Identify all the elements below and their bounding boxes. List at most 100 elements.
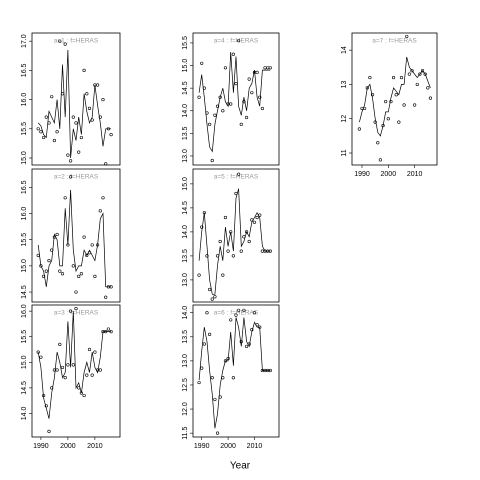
point [407,72,411,76]
point [82,235,86,239]
x-tick-label: 1990 [194,443,210,450]
fit-line [198,188,271,295]
point [373,120,377,124]
point [69,309,73,313]
point [215,431,220,435]
y-tick-label: 14.5 [21,285,28,299]
point [394,93,398,97]
y-tick-label: 14.5 [21,381,28,395]
point [268,66,272,70]
point [50,95,54,99]
y-tick-label: 13 [341,80,348,88]
point [197,273,201,277]
point [231,254,235,258]
point [58,269,62,273]
point [60,272,65,276]
point [205,311,209,315]
point [44,269,48,273]
panel [351,32,438,166]
x-tick-label: 2010 [247,443,263,450]
point [47,259,51,263]
fit-line [198,317,271,429]
point [47,429,51,433]
x-tick-label: 1990 [33,443,49,450]
point [242,100,246,104]
x-tick-label: 1990 [354,171,370,178]
point [210,158,214,163]
point [239,122,243,126]
point [87,106,92,110]
x-tick-label: 2000 [220,443,236,450]
y-tick-label: 14.5 [182,201,189,215]
point [200,61,204,65]
y-tick-label: 15.5 [21,233,28,247]
x-tick-label: 2000 [60,443,76,450]
point [98,115,102,119]
point [215,104,220,108]
panel [192,304,280,438]
point [85,373,89,377]
point [200,225,204,229]
panel-title: a=1 : f=HERAS [54,38,99,45]
point [93,350,97,354]
y-tick-label: 16.5 [21,180,28,194]
fit-line [198,51,271,153]
point [208,332,212,336]
y-tick-label: 15.5 [21,122,28,136]
point [202,342,206,346]
point [252,311,257,315]
y-tick-label: 15.5 [21,330,28,344]
point [234,82,238,86]
point [77,274,81,278]
y-tick-label: 13.0 [182,149,189,163]
point [71,115,75,119]
panel [192,168,280,303]
point [58,39,62,43]
y-tick-label: 12 [341,115,348,123]
point [426,86,430,90]
panel-title: a=7 : f=HERAS [372,38,417,45]
y-tick-label: 16.5 [21,63,28,77]
point [39,130,43,134]
point [260,106,264,111]
point [60,365,65,370]
point [90,373,94,377]
panel-title: a=6 : f=HERAS [214,310,259,317]
y-tick-label: 13.0 [182,273,189,287]
fit-line [359,56,431,137]
point [237,308,241,312]
point [237,172,241,176]
point [42,135,46,140]
y-tick-label: 14.0 [21,407,28,421]
y-tick-label: 15.0 [182,59,189,73]
point [242,308,246,312]
panel-title: a=2 : f=HERAS [54,174,99,181]
point [231,376,235,380]
point [197,380,201,385]
point [106,327,110,331]
y-tick-label: 13.5 [182,126,189,140]
point [58,342,62,346]
point [415,82,419,87]
point [418,72,422,76]
y-tick-label: 14.0 [182,104,189,118]
point [237,39,241,43]
y-tick-label: 12.5 [182,378,189,392]
point [244,115,249,120]
panel [31,168,121,303]
point [255,215,259,220]
point [42,274,46,278]
point [79,135,83,140]
point [104,162,108,166]
point [368,75,372,80]
point [397,120,401,124]
y-tick-label: 14 [341,46,348,54]
point [101,196,105,200]
point [52,138,57,143]
point [247,77,251,81]
point [69,175,73,179]
fit-line [37,189,112,288]
point [218,239,222,244]
point [39,355,43,359]
